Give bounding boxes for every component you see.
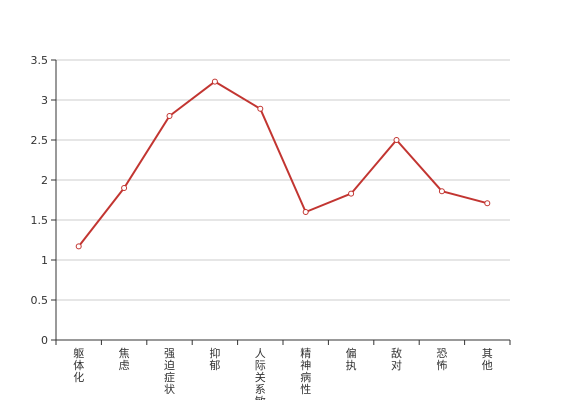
data-point[interactable] — [75, 243, 82, 250]
data-point[interactable] — [166, 113, 173, 119]
x-tick-label: 抑郁 — [209, 346, 220, 372]
grid-lines — [56, 59, 510, 301]
axes — [51, 59, 511, 345]
data-point[interactable] — [393, 137, 400, 143]
x-tick-label: 躯体化 — [73, 347, 84, 384]
y-tick-label: 1.5 — [31, 214, 49, 227]
data-point[interactable] — [438, 188, 445, 195]
y-tick-label: 0.5 — [31, 294, 49, 307]
y-tick-label: 0 — [41, 334, 48, 347]
y-axis-labels: 0 0.5 1 1.5 2 2.5 3 3.5 — [31, 54, 49, 347]
y-tick-label: 3 — [41, 94, 48, 107]
x-tick-label: 焦虑 — [119, 347, 130, 372]
data-point[interactable] — [257, 105, 264, 112]
x-tick-label: 其他 — [482, 347, 493, 372]
series-group — [75, 78, 491, 250]
y-tick-label: 3.5 — [31, 54, 49, 67]
x-tick-label: 恐怖 — [436, 347, 447, 372]
x-tick-label: 人际关系敏感 — [255, 347, 266, 400]
data-point[interactable] — [348, 190, 355, 197]
y-tick-label: 2 — [41, 174, 48, 187]
data-point[interactable] — [484, 200, 491, 207]
x-tick-label: 偏执 — [346, 346, 357, 372]
x-axis-labels: 躯体化 焦虑 强迫症状 抑郁 人际关系敏感 精神病性 偏执 敌对 恐怖 其他 — [73, 346, 493, 400]
data-point[interactable] — [211, 78, 218, 85]
y-tick-label: 1 — [41, 254, 48, 267]
y-tick-label: 2.5 — [31, 134, 49, 147]
x-tick-label: 敌对 — [391, 346, 402, 372]
x-tick-label: 强迫症状 — [164, 347, 175, 396]
x-tick-label: 精神病性 — [300, 347, 311, 396]
series-line — [77, 80, 488, 248]
data-point[interactable] — [302, 209, 309, 215]
data-point[interactable] — [121, 185, 128, 191]
